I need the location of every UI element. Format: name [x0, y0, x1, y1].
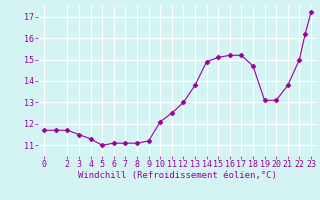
X-axis label: Windchill (Refroidissement éolien,°C): Windchill (Refroidissement éolien,°C) — [78, 171, 277, 180]
